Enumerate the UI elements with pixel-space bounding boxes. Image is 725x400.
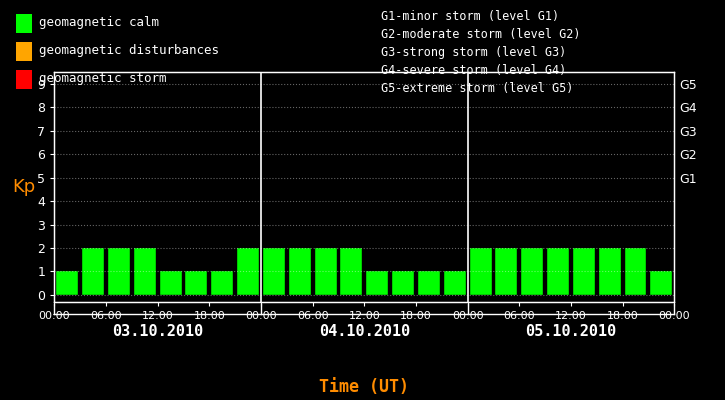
Bar	[315, 248, 336, 295]
Text: 05.10.2010: 05.10.2010	[526, 324, 616, 339]
Bar	[289, 248, 311, 295]
Bar	[547, 248, 569, 295]
Bar	[366, 272, 388, 295]
Text: G1-minor storm (level G1)
G2-moderate storm (level G2)
G3-strong storm (level G3: G1-minor storm (level G1) G2-moderate st…	[381, 10, 580, 95]
Bar	[444, 272, 465, 295]
Bar	[211, 272, 233, 295]
Bar	[495, 248, 518, 295]
Text: 03.10.2010: 03.10.2010	[112, 324, 203, 339]
Bar	[186, 272, 207, 295]
Bar	[57, 272, 78, 295]
Bar	[341, 248, 362, 295]
Text: geomagnetic disturbances: geomagnetic disturbances	[39, 44, 219, 57]
Bar	[599, 248, 621, 295]
Bar	[108, 248, 130, 295]
Bar	[521, 248, 543, 295]
Bar	[470, 248, 492, 295]
Text: Time (UT): Time (UT)	[319, 378, 410, 396]
Bar	[418, 272, 440, 295]
Text: 04.10.2010: 04.10.2010	[319, 324, 410, 339]
Bar	[134, 248, 156, 295]
Bar	[160, 272, 181, 295]
Bar	[82, 248, 104, 295]
Bar	[263, 248, 285, 295]
Text: geomagnetic storm: geomagnetic storm	[39, 72, 167, 85]
Bar	[624, 248, 647, 295]
Bar	[573, 248, 594, 295]
Text: geomagnetic calm: geomagnetic calm	[39, 16, 160, 29]
Y-axis label: Kp: Kp	[12, 178, 35, 196]
Bar	[392, 272, 414, 295]
Bar	[237, 248, 259, 295]
Bar	[650, 272, 672, 295]
